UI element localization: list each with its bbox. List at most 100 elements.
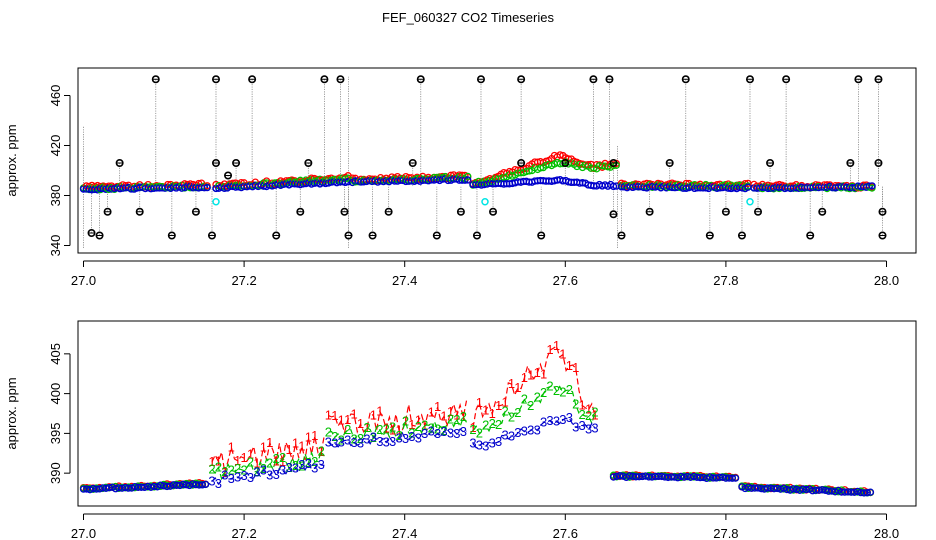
series-2-label: 2 <box>469 422 476 437</box>
spike-point <box>340 207 349 216</box>
series-2-label: 2 <box>447 411 454 426</box>
x-tick-label: 27.8 <box>713 273 738 288</box>
series-2-point <box>525 167 533 175</box>
spike-point <box>589 75 598 84</box>
series-1-label: 1 <box>540 366 547 381</box>
series-2-label: 2 <box>266 455 273 470</box>
series-3-label: 3 <box>395 431 402 446</box>
spike-point <box>782 75 791 84</box>
series-1-label: 1 <box>215 454 222 469</box>
series-2-label: 2 <box>240 463 247 478</box>
series-3-point <box>728 474 736 482</box>
series-3-point <box>866 488 875 496</box>
series-2-label: 2 <box>428 420 435 435</box>
spike-point <box>272 231 281 240</box>
series-3-point <box>201 480 210 489</box>
series-1-label: 1 <box>234 453 241 468</box>
series-2-label: 2 <box>234 461 241 476</box>
series-1-label: 1 <box>389 423 396 438</box>
series-3-label: 3 <box>215 476 222 491</box>
series-2-label: 2 <box>453 412 460 427</box>
x-tick-label: 28.0 <box>874 526 899 540</box>
series-1-label: 1 <box>591 407 598 422</box>
spike-point <box>517 75 526 84</box>
series-1-label: 1 <box>408 417 415 432</box>
series-3-label: 3 <box>591 420 598 435</box>
zoom-panel: 27.0 27.2 27.4 27.6 27.8 28.0 390 395 400 405 appr… <box>4 320 917 540</box>
series-3-line <box>211 461 325 486</box>
series-1-label: 1 <box>331 408 338 423</box>
spike-point <box>408 159 417 168</box>
spike-point <box>248 75 257 84</box>
series-3-point <box>344 178 352 186</box>
series-3-label: 3 <box>247 470 254 485</box>
series-1-label: 1 <box>285 442 292 457</box>
series-1-label: 1 <box>363 420 370 435</box>
series-1-label: 1 <box>447 404 454 419</box>
series-3-label: 3 <box>318 457 325 472</box>
series-1-label: 1 <box>434 399 441 414</box>
spike-point <box>878 207 887 216</box>
series-1-label: 1 <box>247 447 254 462</box>
spike-point <box>211 159 220 168</box>
series-2-label: 2 <box>585 408 592 423</box>
series-3-point <box>609 182 618 191</box>
series-2-label: 2 <box>208 461 215 476</box>
series-3-label: 3 <box>298 457 305 472</box>
series-3-label: 3 <box>553 414 560 429</box>
series-3-point <box>818 486 826 494</box>
series-2-label: 2 <box>421 417 428 432</box>
series-2-label: 2 <box>273 451 280 466</box>
series-1-label: 1 <box>559 347 566 362</box>
series-2-label: 2 <box>228 463 235 478</box>
spike-point <box>846 159 855 168</box>
series-3-label: 3 <box>408 429 415 444</box>
spike-point <box>336 75 345 84</box>
series-3-label: 3 <box>253 464 260 479</box>
spike-point <box>489 207 498 216</box>
series-2-label: 2 <box>338 433 345 448</box>
series-2-label: 2 <box>383 422 390 437</box>
spike-point <box>878 231 887 240</box>
y-tick-label: 395 <box>48 423 63 445</box>
series-2-line <box>328 415 468 442</box>
series-3-point <box>609 473 618 481</box>
overview-panel: 27.0 27.2 27.4 27.6 27.8 28.0 340 380 420 460 appr… <box>4 67 917 288</box>
series-2-label: 2 <box>501 404 508 419</box>
series-3-label: 3 <box>534 422 541 437</box>
spike-point <box>384 207 393 216</box>
series-1-label: 1 <box>572 360 579 375</box>
series-3-label: 3 <box>292 460 299 475</box>
series-3-label: 3 <box>383 434 390 449</box>
spike-point <box>818 207 827 216</box>
spike-point <box>432 231 441 240</box>
series-3-label: 3 <box>285 460 292 475</box>
series-1-label: 1 <box>208 454 215 469</box>
series-3-label: 3 <box>344 432 351 447</box>
series-2-label: 2 <box>591 404 598 419</box>
series-2-label: 2 <box>540 385 547 400</box>
series-1-label: 1 <box>305 430 312 445</box>
series-1-label: 1 <box>311 428 318 443</box>
series-3-label: 3 <box>508 428 515 443</box>
series-1-label: 1 <box>383 420 390 435</box>
series-1-label: 1 <box>489 406 496 421</box>
series-2-label: 2 <box>331 429 338 444</box>
series-1-label: 1 <box>495 398 502 413</box>
series-1-label: 1 <box>415 412 422 427</box>
series-2-label: 2 <box>350 431 357 446</box>
series-3-point <box>203 183 211 192</box>
spike-point <box>617 231 626 240</box>
series-1-label: 1 <box>273 453 280 468</box>
x-tick-label: 27.8 <box>713 526 738 540</box>
series-1-label: 1 <box>521 370 528 385</box>
series-3-label: 3 <box>240 468 247 483</box>
series-1-label: 1 <box>514 380 521 395</box>
spike-point <box>605 75 614 84</box>
spike-point <box>874 75 883 84</box>
spike-point <box>191 207 200 216</box>
x-tick-label: 27.4 <box>392 526 417 540</box>
series-2-label: 2 <box>521 392 528 407</box>
spike-point <box>320 75 329 84</box>
